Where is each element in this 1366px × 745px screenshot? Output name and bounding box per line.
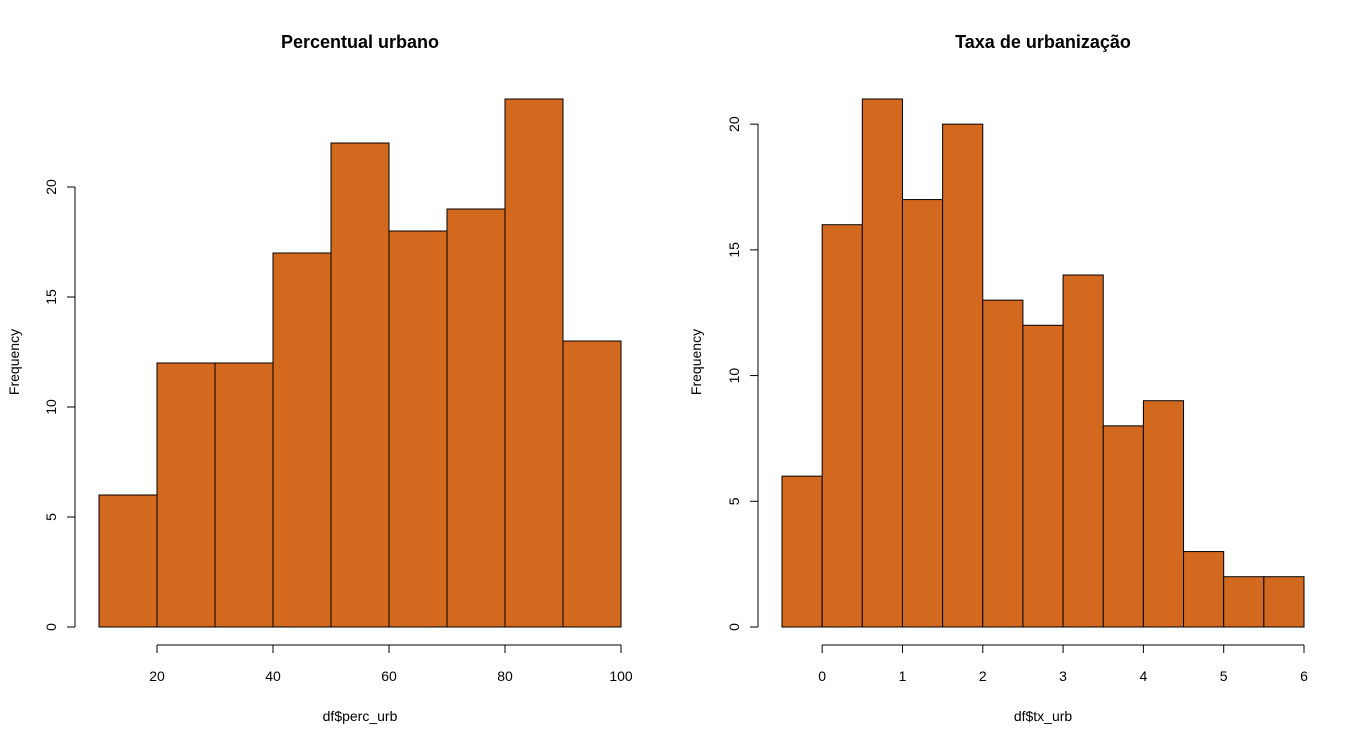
y-axis: 0 5 10 15 20 — [43, 179, 76, 631]
panel-taxa-de-urbanizacao: Taxa de urbanização df$tx_urb Frequency … — [688, 32, 1308, 724]
y-tick-label: 15 — [43, 289, 59, 305]
x-tick-label: 80 — [497, 668, 513, 684]
bars — [781, 98, 1305, 628]
x-tick-label: 0 — [818, 668, 826, 684]
x-tick-label: 4 — [1139, 668, 1147, 684]
x-tick-label: 3 — [1059, 668, 1067, 684]
histogram-bar — [1263, 576, 1305, 628]
histogram-bar — [1183, 551, 1225, 628]
x-tick-label: 2 — [979, 668, 987, 684]
y-tick-label: 15 — [726, 242, 742, 258]
histogram-bar — [901, 199, 944, 628]
histogram-bar — [446, 208, 506, 628]
histogram-bar — [942, 123, 984, 628]
y-tick-label: 10 — [43, 399, 59, 415]
y-tick-label: 5 — [43, 513, 59, 521]
x-tick-label: 1 — [899, 668, 907, 684]
x-axis-label: df$perc_urb — [323, 708, 398, 724]
y-tick-label: 20 — [43, 179, 59, 195]
panel-percentual-urbano: Percentual urbano df$perc_urb Frequency … — [6, 32, 633, 724]
histogram-bar — [1062, 274, 1104, 628]
histogram-bar — [272, 252, 332, 628]
histogram-bar — [98, 494, 158, 628]
y-axis: 0 5 10 15 20 — [726, 116, 759, 631]
histogram-bar — [861, 98, 903, 628]
histogram-bar — [1142, 400, 1185, 628]
histogram-bar — [982, 299, 1024, 628]
histogram-bar — [562, 340, 622, 628]
x-axis: 20 40 60 80 100 — [149, 644, 633, 684]
x-tick-label: 6 — [1300, 668, 1308, 684]
chart-title: Percentual urbano — [281, 32, 439, 52]
histogram-bar — [330, 142, 390, 628]
histogram-bar — [1022, 324, 1064, 628]
histogram-bar — [821, 224, 863, 628]
histogram-bar — [214, 362, 274, 628]
histogram-bar — [781, 475, 823, 628]
x-tick-label: 20 — [149, 668, 165, 684]
y-tick-label: 5 — [726, 497, 742, 505]
x-tick-label: 60 — [381, 668, 397, 684]
y-tick-label: 0 — [43, 623, 59, 631]
y-axis-label: Frequency — [688, 329, 704, 395]
x-axis-label: df$tx_urb — [1014, 708, 1073, 724]
x-tick-label: 40 — [265, 668, 281, 684]
y-tick-label: 20 — [726, 116, 742, 132]
histogram-bar — [156, 362, 216, 628]
histogram-bar — [388, 230, 448, 628]
x-tick-label: 5 — [1220, 668, 1228, 684]
histogram-bar — [1102, 425, 1144, 628]
chart-title: Taxa de urbanização — [955, 32, 1131, 52]
y-axis-label: Frequency — [6, 329, 22, 395]
bars — [98, 98, 622, 628]
histogram-bar — [1223, 576, 1265, 628]
x-axis: 0 1 2 3 4 5 6 — [818, 644, 1308, 684]
histogram-bar — [504, 98, 564, 628]
y-tick-label: 0 — [726, 623, 742, 631]
x-tick-label: 100 — [609, 668, 633, 684]
y-tick-label: 10 — [726, 368, 742, 384]
